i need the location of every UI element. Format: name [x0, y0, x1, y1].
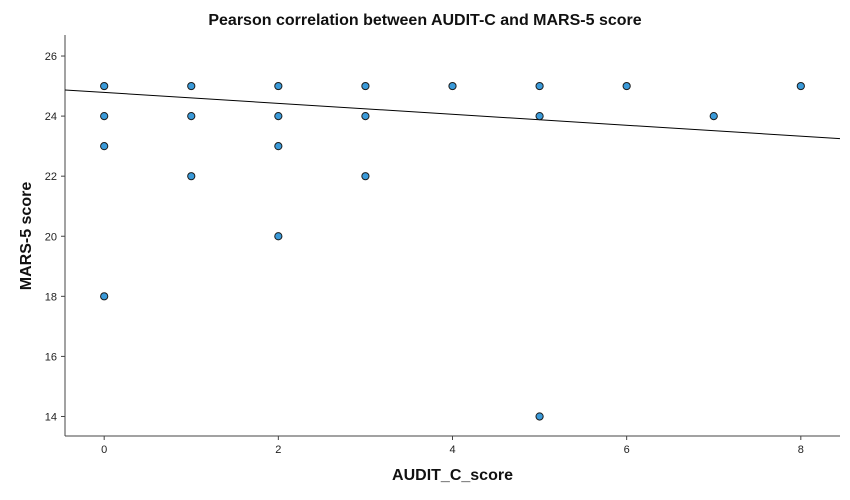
- y-tick-label: 24: [45, 111, 57, 123]
- data-point: [100, 112, 109, 121]
- data-point: [361, 112, 370, 121]
- x-tick-label: 4: [449, 444, 455, 456]
- points-group: [100, 81, 805, 421]
- x-tick-label: 0: [101, 444, 107, 456]
- data-point: [361, 172, 370, 181]
- fit-line: [64, 89, 841, 140]
- data-point: [100, 81, 109, 91]
- x-tick-label: 2: [275, 444, 281, 456]
- data-point: [535, 412, 544, 421]
- y-tick-label: 16: [45, 351, 57, 363]
- data-point: [274, 112, 283, 121]
- chart-title: Pearson correlation between AUDIT-C and …: [208, 12, 642, 29]
- data-point: [100, 142, 109, 151]
- fit-line-group: [64, 89, 841, 140]
- x-axis-label: AUDIT_C_score: [392, 467, 513, 484]
- data-point: [622, 81, 631, 91]
- data-point: [796, 81, 805, 91]
- data-point: [274, 142, 283, 151]
- y-tick-label: 22: [45, 171, 57, 183]
- data-point: [274, 81, 283, 91]
- data-point: [448, 81, 457, 91]
- data-point: [187, 172, 196, 181]
- data-point: [535, 81, 544, 91]
- data-point: [361, 81, 370, 91]
- y-tick-label: 14: [45, 411, 57, 423]
- y-tick-label: 20: [45, 231, 57, 243]
- y-tick-label: 18: [45, 291, 57, 303]
- y-tick-label: 26: [45, 51, 57, 63]
- data-point: [709, 112, 718, 121]
- data-point: [535, 112, 544, 121]
- data-point: [100, 292, 109, 301]
- data-point: [187, 81, 196, 91]
- x-tick-label: 8: [798, 444, 804, 456]
- data-point: [274, 232, 283, 241]
- data-point: [187, 112, 196, 121]
- x-tick-label: 6: [624, 444, 630, 456]
